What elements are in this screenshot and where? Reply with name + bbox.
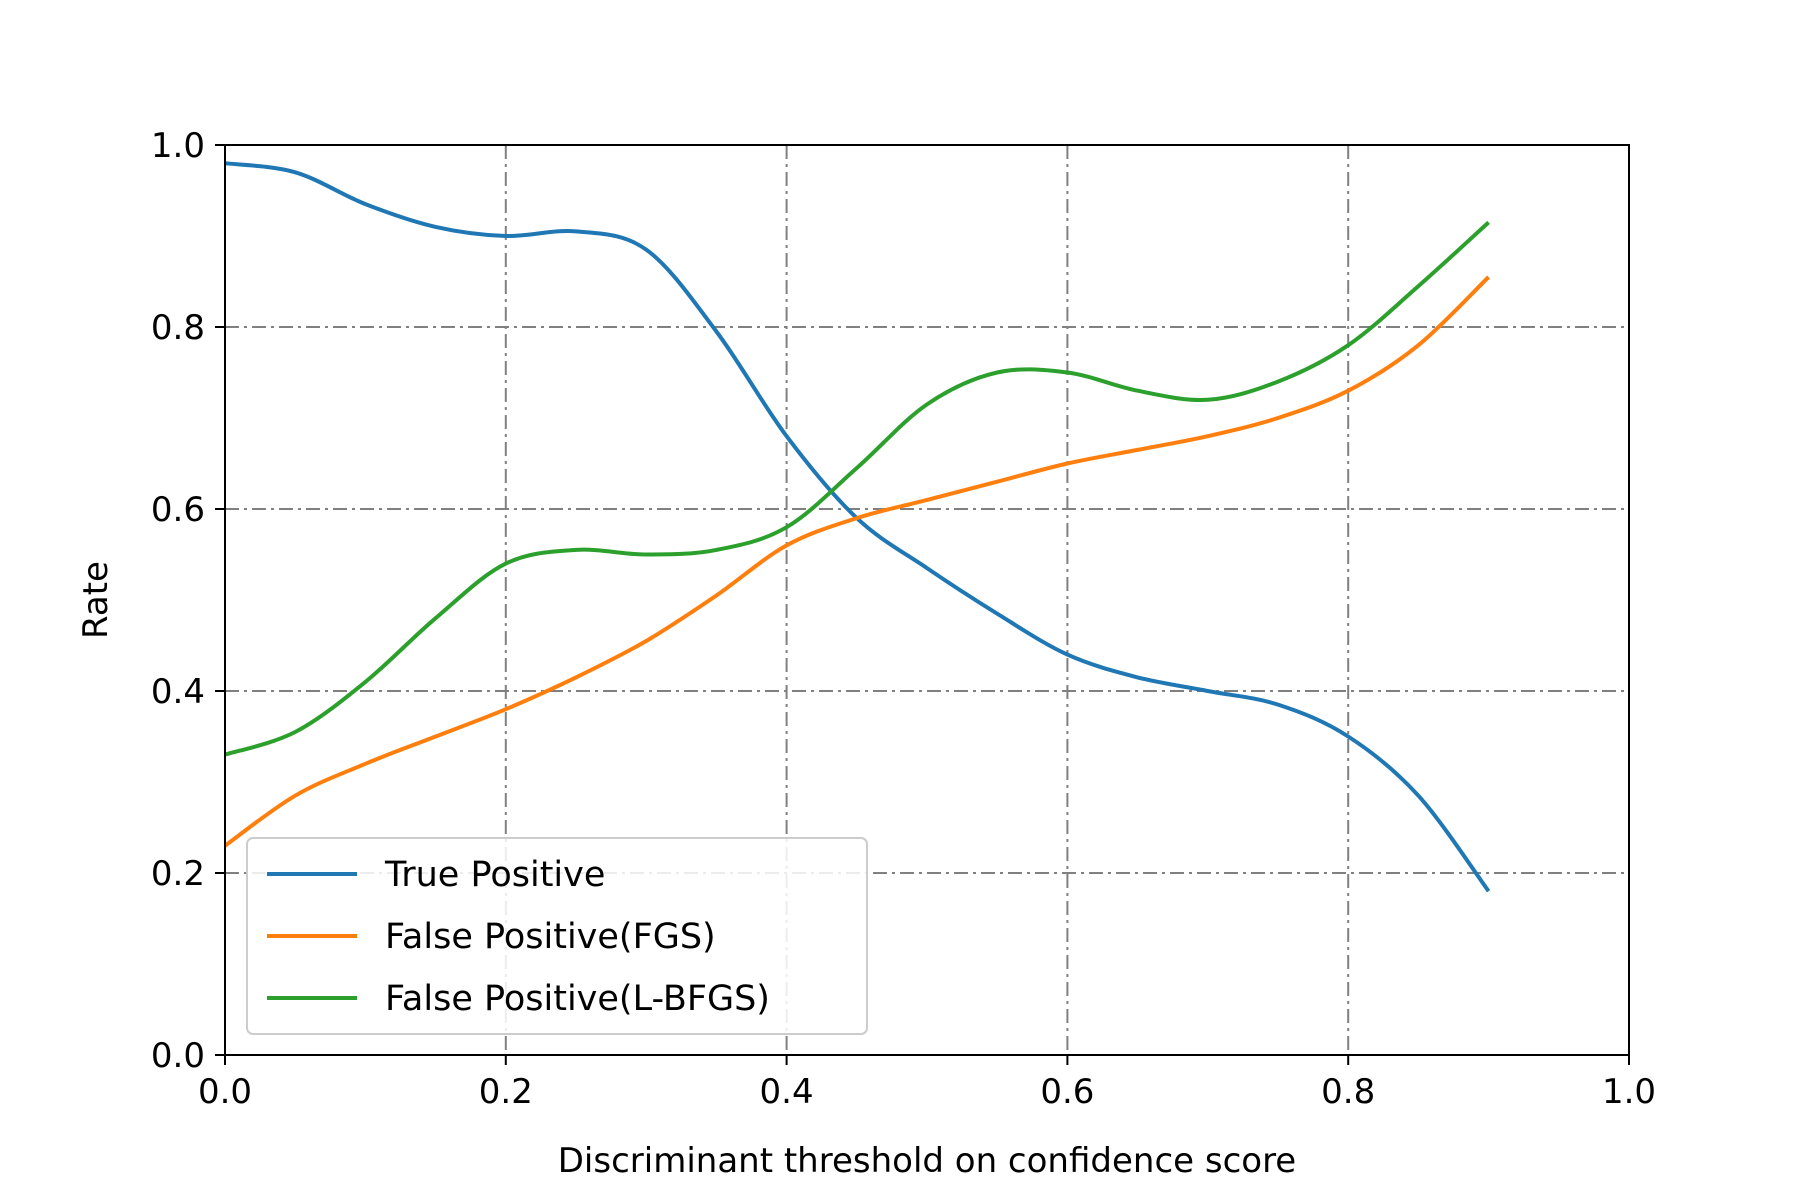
y-tick-label: 1.0 bbox=[151, 126, 205, 166]
axis-ticks: 0.0 0.2 0.4 0.6 0.8 1.0 0.0 0.2 0.4 0.6 0.8 1.0 bbox=[151, 126, 1656, 1112]
x-tick-label: 0.0 bbox=[198, 1072, 252, 1112]
x-tick-label: 0.6 bbox=[1040, 1072, 1094, 1112]
x-tick-label: 0.2 bbox=[479, 1072, 533, 1112]
y-tick-label: 0.0 bbox=[151, 1036, 205, 1076]
y-axis-title: Rate bbox=[76, 561, 116, 639]
y-tick-label: 0.4 bbox=[151, 672, 205, 712]
series-lines bbox=[223, 161, 1491, 893]
y-tick-label: 0.2 bbox=[151, 854, 205, 894]
series-line-false-positive-l-bfgs bbox=[224, 220, 1490, 757]
y-tick-label: 0.6 bbox=[151, 490, 205, 530]
x-tick-label: 0.8 bbox=[1321, 1072, 1375, 1112]
x-tick-label: 0.4 bbox=[760, 1072, 814, 1112]
legend-label: False Positive(FGS) bbox=[385, 917, 716, 957]
legend-label: True Positive bbox=[384, 855, 605, 895]
y-tick-label: 0.8 bbox=[151, 308, 205, 348]
series-line-false-positive-fgs bbox=[223, 275, 1490, 848]
plot-area-frame bbox=[224, 144, 1630, 1056]
x-tick-label: 1.0 bbox=[1602, 1072, 1656, 1112]
legend: True Positive False Positive(FGS) False Po… bbox=[246, 837, 868, 1035]
legend-label: False Positive(L-BFGS) bbox=[385, 979, 770, 1019]
series-line-true-positive bbox=[224, 161, 1491, 893]
legend-box bbox=[246, 837, 868, 1035]
x-axis-title: Discriminant threshold on confidence sco… bbox=[558, 1141, 1296, 1181]
